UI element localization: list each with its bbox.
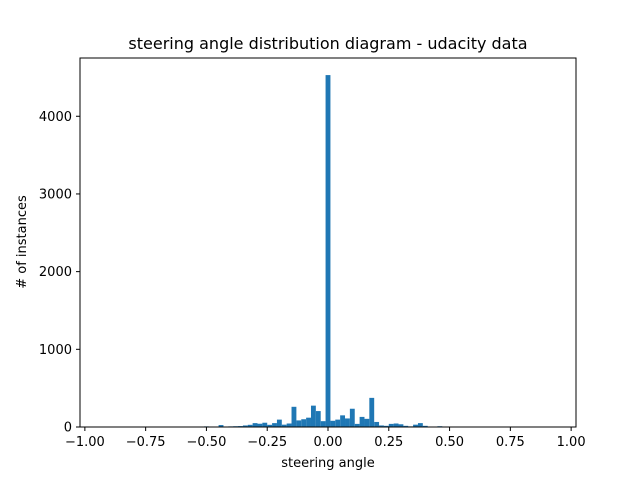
histogram-bar <box>359 416 365 427</box>
histogram-bar <box>374 421 380 427</box>
histogram-bar <box>276 419 282 427</box>
x-tick-label: −0.25 <box>247 435 287 450</box>
histogram-bar <box>252 423 258 427</box>
histogram-bar <box>301 419 307 427</box>
histogram-bar <box>272 423 277 427</box>
histogram-bar <box>422 425 428 427</box>
histogram-bar <box>257 423 263 427</box>
x-tick-label: −0.50 <box>187 435 227 450</box>
histogram-bar <box>267 424 273 427</box>
histogram-bar <box>242 425 248 427</box>
x-tick-label: 0.25 <box>374 435 403 450</box>
histogram-bar <box>310 405 316 427</box>
chart-title: steering angle distribution diagram - ud… <box>128 34 527 53</box>
histogram-bar <box>388 423 394 427</box>
y-tick-label: 4000 <box>39 110 72 125</box>
histogram-bar <box>383 425 389 427</box>
y-tick-label: 3000 <box>39 187 72 202</box>
x-tick-label: 0.75 <box>496 435 525 450</box>
histogram-bar <box>315 411 321 427</box>
histogram-bar <box>403 425 409 427</box>
histogram-bar <box>296 420 302 427</box>
histogram-bar <box>247 424 253 427</box>
histogram-bar <box>398 424 404 427</box>
y-tick-label: 0 <box>64 421 72 436</box>
histogram-bar <box>369 397 375 427</box>
histogram-bar <box>417 423 423 427</box>
histogram-bar <box>413 424 418 427</box>
histogram-bar <box>286 423 292 427</box>
histogram-bar <box>335 419 341 427</box>
y-tick-label: 2000 <box>39 265 72 280</box>
x-tick-label: −0.75 <box>126 435 166 450</box>
histogram-bar <box>354 423 360 427</box>
histogram-bar <box>281 424 287 427</box>
y-axis-ticks: 0 1000 2000 3000 4000 <box>39 110 80 436</box>
histogram-bar <box>379 425 384 427</box>
histogram-bar <box>262 422 268 427</box>
histogram-bar <box>291 406 297 427</box>
histogram-bar <box>349 408 355 427</box>
histogram-bar <box>306 417 311 427</box>
x-tick-label: 1.00 <box>557 435 586 450</box>
bars-group <box>204 75 443 427</box>
x-tick-label: 0.50 <box>435 435 464 450</box>
x-axis-label: steering angle <box>281 456 375 471</box>
x-tick-label: 0.00 <box>314 435 343 450</box>
histogram-bar <box>364 418 370 427</box>
histogram-bar <box>393 423 399 427</box>
histogram-bar <box>330 420 336 427</box>
histogram-bar <box>340 415 346 427</box>
histogram-bar <box>320 421 326 427</box>
histogram-bar <box>345 418 350 427</box>
y-tick-label: 1000 <box>39 343 72 358</box>
y-axis-label: # of instances <box>15 195 30 289</box>
x-tick-label: −1.00 <box>65 435 105 450</box>
x-axis-ticks: −1.00 −0.75 −0.50 −0.25 0.00 0.25 0.50 0.75 1.00 <box>65 427 586 450</box>
histogram-bar <box>218 425 224 427</box>
histogram-bar <box>325 75 331 427</box>
